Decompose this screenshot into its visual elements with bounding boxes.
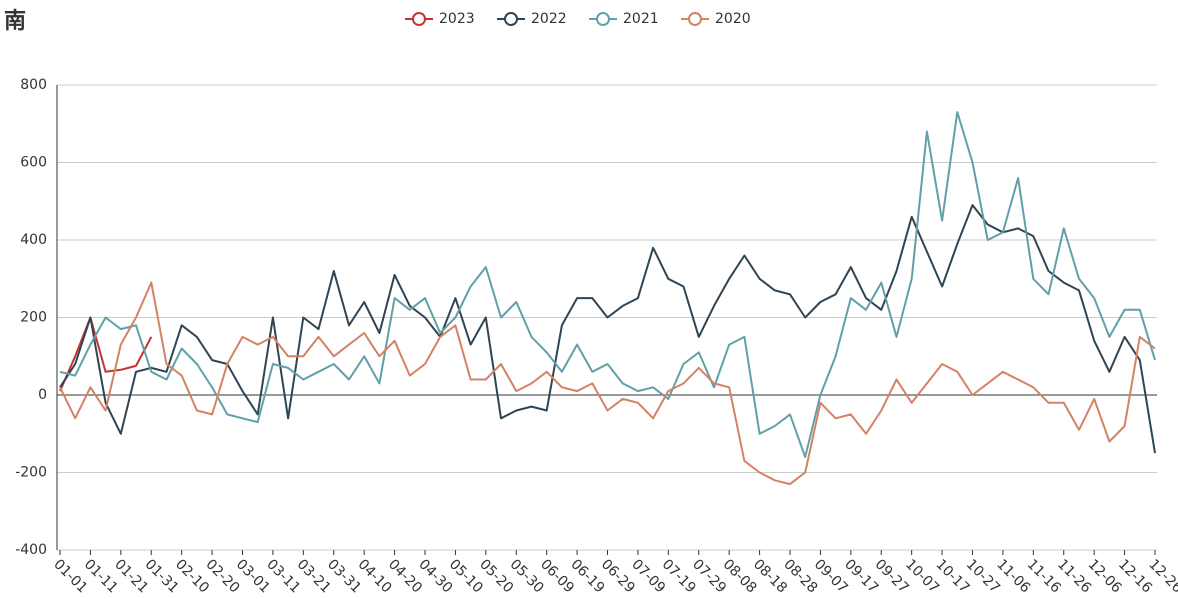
x-tick-label: 03-11: [263, 556, 303, 595]
series-line: [59, 111, 1156, 458]
y-tick-label: 200: [20, 310, 47, 326]
series-line: [59, 316, 153, 392]
x-tick-label: 04-10: [355, 556, 395, 595]
y-tick-label: 800: [20, 77, 47, 93]
x-tick-label: 11-06: [993, 556, 1033, 595]
legend-label: 2023: [439, 11, 475, 27]
series-line: [59, 281, 1156, 486]
x-tick-label: 11-26: [1054, 556, 1094, 595]
legend-marker: [412, 12, 426, 26]
x-tick-label: 06-29: [598, 556, 638, 595]
x-tick-label: 12-06: [1085, 556, 1125, 595]
legend-item[interactable]: 2020: [681, 11, 751, 27]
legend-label: 2022: [531, 11, 567, 27]
x-tick-label: 05-20: [476, 556, 516, 595]
y-tick-label: -400: [15, 542, 47, 558]
x-tick-label: 04-20: [385, 556, 425, 595]
x-tick-label: 08-18: [750, 556, 790, 595]
x-tick-label: 11-16: [1024, 556, 1064, 595]
chart-title: 南: [4, 9, 26, 34]
x-tick-label: 03-21: [294, 556, 334, 595]
x-tick-label: 02-20: [202, 556, 242, 595]
x-tick-label: 10-07: [902, 556, 942, 595]
x-tick-label: 01-01: [50, 556, 90, 595]
legend-item[interactable]: 2022: [497, 11, 567, 27]
legend-item[interactable]: 2021: [589, 11, 659, 27]
y-tick-label: 400: [20, 232, 47, 248]
x-tick-label: 05-10: [446, 556, 486, 595]
x-tick-label: 10-27: [963, 556, 1003, 595]
x-tick-label: 08-08: [720, 556, 760, 595]
x-tick-label: 05-30: [507, 556, 547, 595]
legend-marker: [596, 12, 610, 26]
x-tick-label: 03-01: [233, 556, 273, 595]
x-tick-label: 01-21: [111, 556, 151, 595]
x-tick-label: 10-17: [932, 556, 972, 595]
x-tick-label: 02-10: [172, 556, 212, 595]
x-tick-label: 08-28: [780, 556, 820, 595]
x-tick-label: 06-19: [567, 556, 607, 595]
x-tick-label: 07-09: [628, 556, 668, 595]
x-tick-label: 04-30: [415, 556, 455, 595]
legend-item[interactable]: 2023: [405, 11, 475, 27]
x-tick-label: 01-11: [81, 556, 121, 595]
legend-label: 2021: [623, 11, 659, 27]
x-tick-label: 06-09: [537, 556, 577, 595]
x-tick-label: 12-16: [1115, 556, 1155, 595]
x-tick-label: 09-27: [872, 556, 912, 595]
legend-marker: [688, 12, 702, 26]
x-tick-label: 09-17: [841, 556, 881, 595]
y-tick-label: 600: [20, 155, 47, 171]
x-tick-label: 03-31: [324, 556, 364, 595]
x-tick-label: 01-31: [142, 556, 182, 595]
x-tick-label: 09-07: [811, 556, 851, 595]
series-line: [59, 204, 1156, 454]
x-tick-label: 07-29: [689, 556, 729, 595]
x-tick-label: 07-19: [659, 556, 699, 595]
legend-marker: [504, 12, 518, 26]
legend-label: 2020: [715, 11, 751, 27]
y-tick-label: 0: [38, 387, 47, 403]
y-tick-label: -200: [15, 465, 47, 481]
